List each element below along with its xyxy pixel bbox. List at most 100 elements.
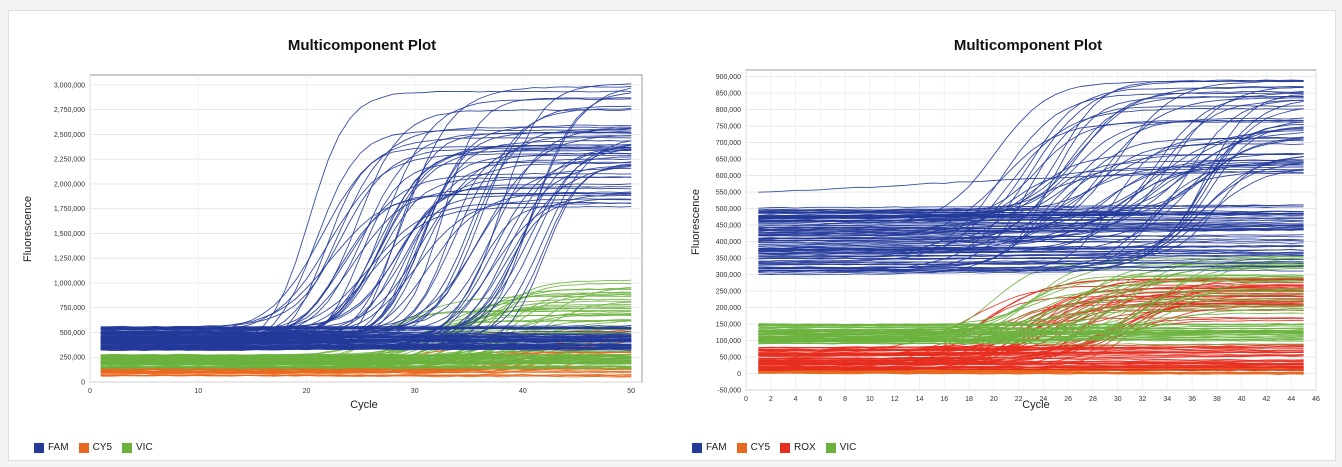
x-tick-label: 38 <box>1213 396 1221 403</box>
x-tick-labels: 0 10 20 30 40 50 <box>88 388 635 395</box>
multicomponent-plot-right: Multicomponent Plot Cycle Fluorescence -… <box>690 37 1320 411</box>
y-tick-label: 150,000 <box>716 322 741 329</box>
x-tick-label: 16 <box>940 396 948 403</box>
y-tick-label: 850,000 <box>716 91 741 98</box>
series-line-fam <box>100 162 632 331</box>
chart-title: Multicomponent Plot <box>954 37 1102 54</box>
y-tick-label: 50,000 <box>720 355 742 362</box>
y-tick-label: 650,000 <box>716 157 741 164</box>
series-line-fam <box>758 166 1304 269</box>
legend-label: ROX <box>794 442 816 453</box>
series-line-rox <box>758 303 1304 370</box>
y-tick-label: 450,000 <box>716 223 741 230</box>
series-line-rox <box>758 287 1304 363</box>
series-line-vic <box>100 348 632 365</box>
legend-swatch <box>122 442 133 453</box>
legend-left: FAM CY5 VIC <box>34 442 153 453</box>
legend-label: CY5 <box>750 442 771 453</box>
x-tick-label: 12 <box>891 396 899 403</box>
series-line-fam <box>100 165 632 338</box>
series-line-fam <box>100 152 632 334</box>
legend-item-vic[interactable]: VIC <box>825 442 857 453</box>
legend-item-cy5[interactable]: CY5 <box>736 442 771 453</box>
legend-label: VIC <box>839 442 857 453</box>
series-line-fam <box>100 147 632 350</box>
x-axis-label: Cycle <box>350 399 378 411</box>
series-line-vic <box>100 305 632 360</box>
series-line-fam <box>100 90 632 349</box>
series-line-fam <box>758 126 1304 250</box>
x-tick-label: 28 <box>1089 396 1097 403</box>
y-axis-label: Fluorescence <box>690 189 702 255</box>
legend-swatch <box>825 442 836 453</box>
x-tick-label: 0 <box>88 388 92 395</box>
series-line-vic <box>758 257 1304 341</box>
series-line-fam <box>758 99 1304 232</box>
series-line-fam <box>758 164 1304 249</box>
series-line-fam <box>100 98 632 344</box>
y-tick-label: 200,000 <box>716 305 741 312</box>
series-line-fam <box>758 79 1304 219</box>
series-line-vic <box>100 332 632 368</box>
x-tick-labels: 0 2 4 6 8 10 12 14 16 18 20 22 24 26 28 30 32 34 36 38 40 42 4… <box>744 396 1320 403</box>
x-tick-label: 10 <box>866 396 874 403</box>
series-line-fam <box>758 223 1304 227</box>
x-tick-label: 14 <box>916 396 924 403</box>
y-tick-label: 100,000 <box>716 338 741 345</box>
y-tick-label: 1,750,000 <box>54 206 85 213</box>
legend-item-vic[interactable]: VIC <box>122 442 153 453</box>
series-line-vic <box>100 367 632 370</box>
y-tick-label: 2,500,000 <box>54 132 85 139</box>
x-tick-label: 2 <box>769 396 773 403</box>
series-line-fam <box>758 268 1304 272</box>
series-line-rox <box>758 317 1304 365</box>
series-line-rox <box>758 351 1304 354</box>
x-tick-label: 8 <box>843 396 847 403</box>
x-tick-label: 32 <box>1139 396 1147 403</box>
x-tick-label: 40 <box>1238 396 1246 403</box>
y-tick-label: 3,000,000 <box>54 82 85 89</box>
series-line-fam <box>758 94 1304 260</box>
x-tick-label: 50 <box>627 388 635 395</box>
x-tick-label: 46 <box>1312 396 1320 403</box>
plot-area <box>758 79 1304 375</box>
series-line-fam <box>100 187 632 339</box>
y-tick-label: 500,000 <box>716 206 741 213</box>
y-tick-label: 2,000,000 <box>54 181 85 188</box>
series-line-vic <box>758 293 1304 337</box>
series-line-fam <box>758 79 1304 272</box>
y-tick-label: 750,000 <box>716 124 741 131</box>
series-line-fam <box>100 127 632 330</box>
series-line-fam <box>100 176 632 335</box>
x-tick-label: 40 <box>519 388 527 395</box>
series-line-rox <box>758 285 1304 361</box>
series-line-fam <box>100 124 632 340</box>
legend-label: VIC <box>136 442 153 453</box>
series-line-fam <box>758 169 1304 266</box>
y-tick-label: -50,000 <box>717 388 741 395</box>
x-tick-label: 34 <box>1163 396 1171 403</box>
series-line-fam <box>100 146 632 349</box>
series-line-fam <box>100 149 632 342</box>
legend-item-fam[interactable]: FAM <box>692 442 727 453</box>
series-line-vic <box>758 268 1304 333</box>
series-line-vic <box>758 287 1304 344</box>
legend-item-rox[interactable]: ROX <box>780 442 816 453</box>
x-tick-label: 20 <box>303 388 311 395</box>
legend-item-fam[interactable]: FAM <box>34 442 69 453</box>
series-line-fam <box>100 194 632 344</box>
legend-label: FAM <box>48 442 69 453</box>
legend-item-cy5[interactable]: CY5 <box>78 442 112 453</box>
series-line-fam <box>758 206 1304 213</box>
series-line-fam <box>758 254 1304 262</box>
series-line-rox <box>758 295 1304 356</box>
x-tick-label: 30 <box>1114 396 1122 403</box>
legend-swatch <box>78 442 89 453</box>
series-line-fam <box>758 90 1304 211</box>
series-line-vic <box>100 293 632 357</box>
x-tick-label: 30 <box>411 388 419 395</box>
x-tick-label: 24 <box>1039 396 1047 403</box>
y-tick-label: 750,000 <box>60 305 85 312</box>
y-tick-label: 1,250,000 <box>54 256 85 263</box>
legend-swatch <box>692 442 702 453</box>
